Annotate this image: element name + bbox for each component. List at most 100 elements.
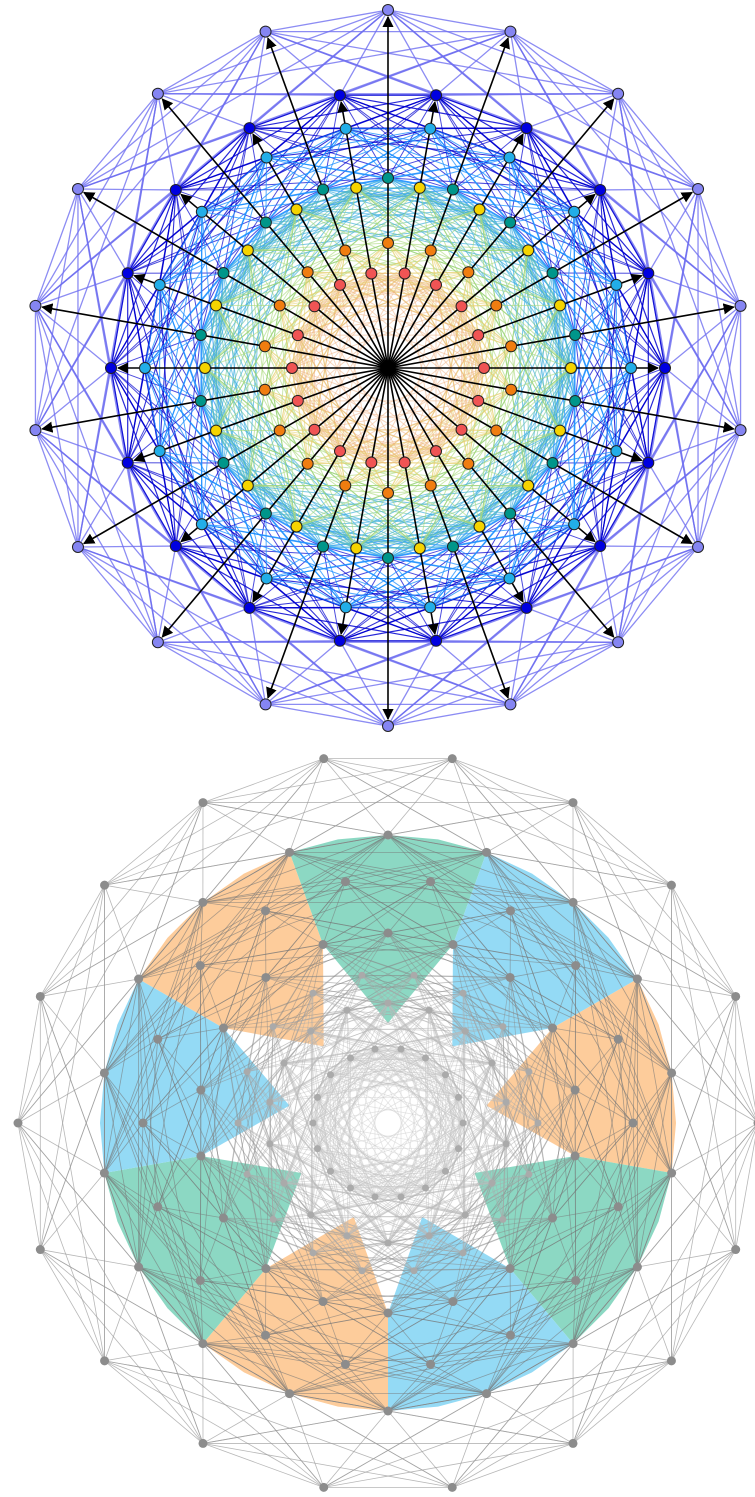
edge — [312, 1122, 351, 1189]
edge — [425, 1097, 459, 1189]
edge — [202, 758, 324, 803]
node — [424, 479, 437, 492]
node — [594, 540, 607, 553]
edge — [429, 546, 454, 608]
node — [309, 1119, 317, 1127]
edge — [312, 1122, 318, 1149]
node — [455, 300, 468, 313]
edge — [265, 977, 274, 1027]
edge — [247, 250, 281, 306]
edge — [104, 758, 324, 886]
node — [210, 299, 223, 312]
node — [632, 1262, 642, 1272]
edge — [425, 1010, 430, 1059]
edge — [265, 910, 511, 978]
edge — [572, 1122, 634, 1344]
edge — [572, 802, 755, 1119]
edge — [289, 851, 511, 912]
edge — [317, 1097, 331, 1172]
edge — [330, 1002, 389, 1076]
edge — [317, 1057, 351, 1098]
edge — [618, 1038, 672, 1074]
node — [612, 636, 625, 649]
edge — [452, 944, 576, 966]
node — [319, 1482, 329, 1492]
arrow — [387, 367, 596, 543]
node — [426, 877, 436, 887]
edge — [374, 1049, 426, 1189]
edge — [142, 1089, 202, 1124]
edge — [526, 523, 575, 609]
edge — [317, 1148, 376, 1198]
edge — [350, 1009, 430, 1059]
node — [570, 1151, 580, 1161]
node — [504, 216, 517, 229]
edge — [445, 1074, 459, 1098]
node — [371, 1045, 379, 1053]
node — [490, 424, 503, 437]
edge — [387, 557, 527, 609]
edge — [310, 1030, 351, 1059]
edge — [509, 429, 742, 705]
node — [350, 181, 363, 194]
edge — [387, 834, 511, 912]
node — [534, 1119, 542, 1127]
edge — [127, 462, 203, 525]
node — [301, 266, 314, 279]
edge — [339, 30, 511, 96]
arrow — [161, 98, 389, 369]
node — [424, 122, 437, 135]
edge — [200, 209, 297, 336]
node — [610, 278, 623, 291]
node — [522, 479, 535, 492]
edge — [387, 9, 699, 190]
edge — [374, 1196, 389, 1244]
edge — [322, 944, 504, 1027]
node — [261, 906, 270, 916]
arrow — [41, 303, 389, 369]
edge — [574, 284, 617, 336]
arrow — [387, 367, 643, 463]
node — [505, 972, 515, 982]
node — [383, 1406, 393, 1416]
edge — [617, 462, 649, 643]
edge — [110, 367, 224, 464]
edge — [323, 1443, 574, 1488]
node — [218, 1213, 228, 1223]
edge — [312, 1122, 376, 1198]
edge — [572, 802, 672, 886]
node — [520, 601, 533, 614]
edge — [400, 1049, 446, 1172]
edge — [204, 345, 266, 369]
edge — [400, 1196, 466, 1216]
edge — [346, 1187, 426, 1237]
arrow — [83, 367, 389, 545]
edge — [355, 492, 389, 549]
edge — [617, 546, 699, 643]
node — [382, 4, 394, 16]
node — [195, 961, 205, 971]
arrow — [387, 100, 439, 369]
edge — [510, 389, 529, 486]
node — [441, 1167, 449, 1175]
edge — [296, 525, 454, 548]
edge — [510, 513, 575, 525]
edge — [452, 1443, 574, 1488]
edge — [142, 1122, 204, 1344]
edge — [509, 513, 511, 579]
node — [430, 445, 442, 458]
edge — [265, 1312, 389, 1336]
edge — [246, 1062, 285, 1073]
edge — [509, 221, 649, 274]
edge — [632, 978, 638, 1124]
edge — [330, 1074, 426, 1189]
edge — [617, 978, 638, 1040]
edge — [322, 1270, 415, 1302]
edge — [265, 834, 389, 912]
edge — [284, 1182, 351, 1189]
edge — [246, 1071, 271, 1144]
edge — [77, 188, 129, 274]
edge — [317, 1097, 446, 1172]
edge — [330, 1170, 376, 1198]
edge — [323, 1360, 672, 1488]
